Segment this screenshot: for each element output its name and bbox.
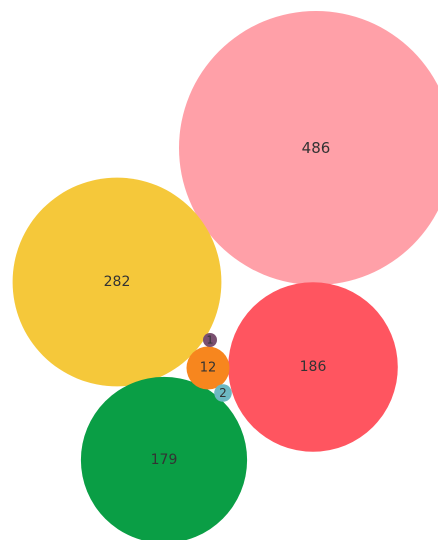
bubble-1[interactable] [203, 333, 217, 347]
bubble-179[interactable] [80, 376, 248, 540]
bubble-282[interactable] [12, 177, 222, 387]
bubble-label-12: 12 [200, 361, 217, 376]
bubble-12[interactable] [186, 346, 230, 390]
bubble-486[interactable] [179, 11, 438, 285]
bubble-label-486: 486 [302, 139, 331, 157]
bubble-186[interactable] [228, 282, 398, 452]
bubble-label-179: 179 [151, 452, 178, 468]
bubble-2[interactable] [214, 384, 232, 402]
bubble-label-2: 2 [219, 386, 227, 400]
bubble-label-282: 282 [104, 274, 131, 290]
bubble-label-1: 1 [207, 334, 214, 347]
bubble-label-186: 186 [300, 359, 327, 375]
